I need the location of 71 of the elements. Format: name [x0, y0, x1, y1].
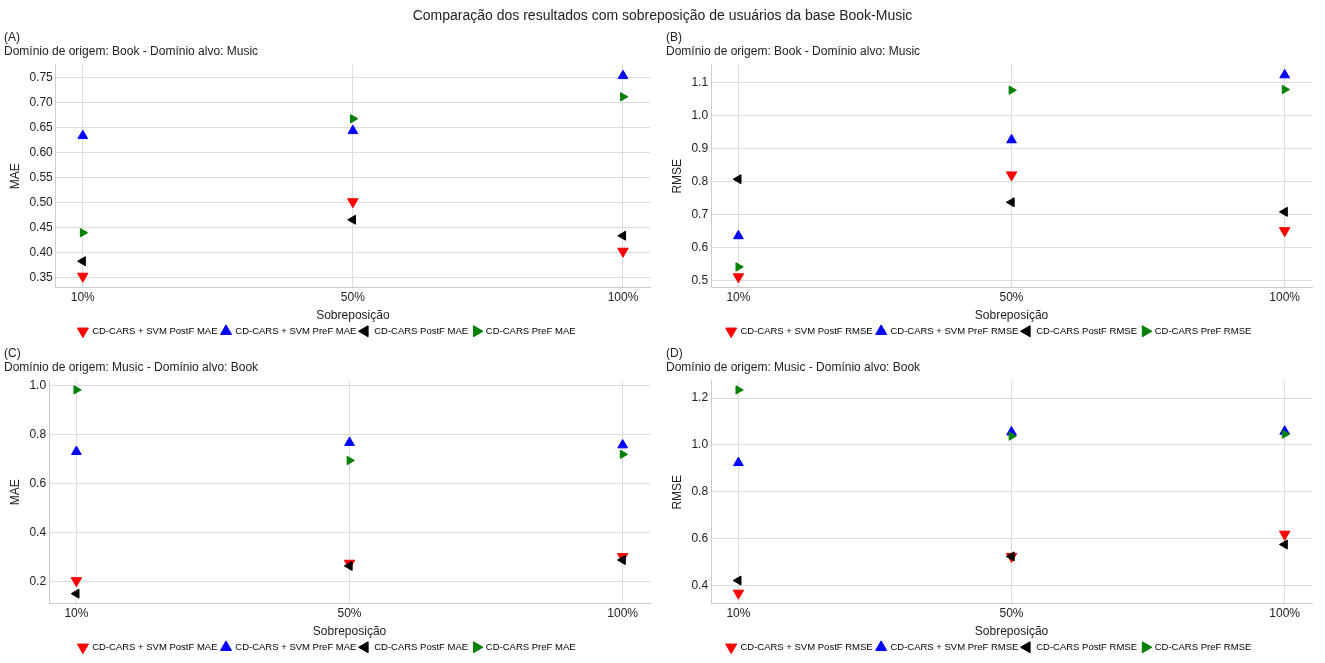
x-tick-label: 100% [607, 290, 639, 305]
legend-label: CD-CARS PreF MAE [485, 640, 576, 652]
y-axis-title: RMSE [669, 474, 684, 510]
y-tick-label: 0.6 [691, 239, 709, 254]
x-tick-label: 50% [340, 290, 366, 305]
x-tick-label: 100% [607, 606, 639, 621]
chart-subtitle: Domínio de origem: Book - Domínio alvo: Music [4, 43, 259, 58]
y-tick-label: 0.40 [29, 244, 54, 259]
x-tick-label: 10% [726, 290, 751, 305]
y-tick-label: 0.65 [29, 119, 54, 134]
legend-label: CD-CARS PreF MAE [485, 324, 576, 336]
x-tick-label: 10% [64, 606, 89, 621]
x-tick-label: 10% [726, 606, 751, 621]
legend-label: CD-CARS + SVM PreF MAE [235, 640, 357, 652]
y-tick-label: 0.60 [29, 144, 54, 159]
y-tick-label: 1.1 [691, 74, 709, 89]
chart-subtitle: Domínio de origem: Music - Domínio alvo: Book [666, 359, 922, 374]
legend-label: CD-CARS + SVM PostF MAE [92, 640, 218, 652]
y-tick-label: 0.6 [29, 476, 47, 491]
legend-label: CD-CARS PreF RMSE [1154, 324, 1252, 336]
x-tick-label: 100% [1269, 290, 1301, 305]
legend-label: CD-CARS + SVM PostF RMSE [740, 640, 873, 652]
x-tick-label: 100% [1269, 606, 1301, 621]
x-axis-title: Sobreposição [974, 307, 1049, 322]
y-axis-title: MAE [7, 479, 22, 506]
legend-label: CD-CARS PreF RMSE [1154, 640, 1252, 652]
chart-subtitle: Domínio de origem: Book - Domínio alvo: Music [666, 43, 921, 58]
y-tick-label: 0.45 [29, 219, 54, 234]
y-tick-label: 0.8 [691, 173, 709, 188]
legend-label: CD-CARS PostF RMSE [1036, 640, 1137, 652]
legend-label: CD-CARS PostF MAE [374, 324, 469, 336]
y-tick-label: 0.55 [29, 169, 54, 184]
y-tick-label: 0.8 [691, 484, 709, 499]
chart-title: (B) [666, 29, 682, 44]
legend-label: CD-CARS + SVM PreF RMSE [890, 324, 1019, 336]
y-axis-title: MAE [7, 163, 22, 190]
y-tick-label: 0.50 [29, 194, 54, 209]
chart-title: (D) [666, 345, 683, 360]
legend-label: CD-CARS + SVM PreF MAE [235, 324, 357, 336]
y-tick-label: 1.0 [691, 437, 709, 452]
chart-subtitle: Domínio de origem: Music - Domínio alvo: Book [4, 359, 260, 374]
legend-label: CD-CARS + SVM PreF RMSE [890, 640, 1019, 652]
y-tick-label: 1.0 [691, 107, 709, 122]
y-tick-label: 0.70 [29, 94, 54, 109]
y-tick-label: 1.0 [29, 378, 47, 393]
y-tick-label: 0.5 [691, 272, 709, 287]
y-tick-label: 0.35 [29, 269, 54, 284]
x-tick-label: 50% [999, 290, 1024, 305]
legend-label: CD-CARS + SVM PostF MAE [92, 324, 218, 336]
y-tick-label: 0.8 [29, 427, 47, 442]
x-axis-title: Sobreposição [316, 307, 390, 322]
y-tick-label: 0.2 [29, 574, 47, 589]
y-axis-title: RMSE [669, 158, 684, 194]
legend-label: CD-CARS PostF MAE [374, 640, 469, 652]
x-axis-title: Sobreposição [312, 623, 387, 638]
text: Comparação dos resultados com sobreposição de usuários da base Book-Music [411, 6, 914, 25]
y-tick-label: 0.9 [691, 140, 709, 155]
y-tick-label: 0.4 [691, 577, 709, 592]
x-tick-label: 50% [999, 606, 1024, 621]
y-tick-label: 0.4 [29, 525, 47, 540]
legend-label: CD-CARS + SVM PostF RMSE [740, 324, 873, 336]
chart-title: (A) [4, 29, 20, 44]
chart-title: (C) [4, 345, 21, 360]
y-tick-label: 0.75 [29, 69, 54, 84]
x-axis-title: Sobreposição [974, 623, 1049, 638]
y-tick-label: 1.2 [691, 390, 709, 405]
y-tick-label: 0.6 [691, 530, 709, 545]
x-tick-label: 10% [70, 290, 96, 305]
legend-label: CD-CARS PostF RMSE [1036, 324, 1137, 336]
y-tick-label: 0.7 [691, 206, 709, 221]
x-tick-label: 50% [337, 606, 362, 621]
